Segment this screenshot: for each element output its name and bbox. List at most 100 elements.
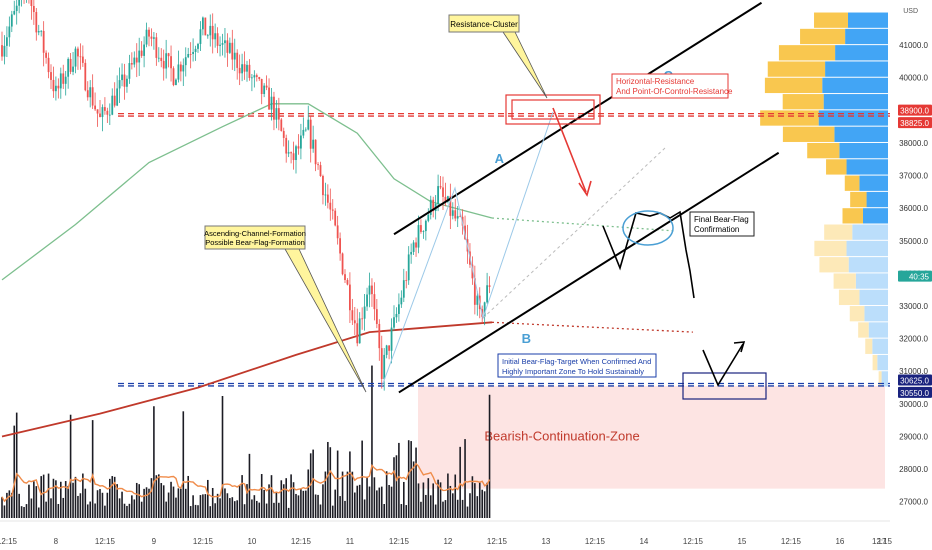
volume-bar — [101, 492, 104, 518]
candle-body — [451, 210, 454, 216]
volume-bar — [55, 480, 57, 518]
candle-body — [395, 313, 398, 318]
final-bear-flag-label: Final Bear-Flag — [694, 215, 749, 224]
volume-bar — [28, 484, 30, 518]
rebound-arrow — [702, 343, 744, 387]
volume-bar — [469, 493, 471, 518]
candle-body — [228, 42, 231, 53]
price-tick-label: 29000.0 — [899, 432, 928, 441]
time-tick-label: 10 — [247, 537, 256, 546]
volume-bar — [219, 498, 221, 518]
volume-bar — [429, 495, 432, 518]
volume-bar — [412, 461, 415, 518]
price-tick-label: 30000.0 — [899, 400, 928, 409]
candle-body — [138, 50, 141, 63]
time-tick-label: 12:15 — [585, 537, 606, 546]
volume-bar — [236, 500, 238, 518]
candle-body — [113, 95, 116, 106]
candle-body — [69, 58, 72, 72]
candle-body — [373, 294, 376, 310]
price-badge-40:35[interactable] — [898, 270, 932, 282]
candle-body — [285, 137, 288, 154]
profile-buy-bar — [868, 322, 888, 338]
time-tick-label: 17 — [878, 537, 887, 546]
volume-bar — [317, 494, 319, 518]
price-badge-38900.0[interactable] — [898, 104, 932, 116]
candle-body — [94, 105, 96, 110]
candle-body — [192, 51, 194, 55]
volume-bar — [376, 490, 378, 518]
time-tick-label: 14 — [639, 537, 648, 546]
volume-bar — [91, 420, 94, 518]
candle-body — [366, 294, 368, 307]
time-axis[interactable]: 12:15 8 12:15 9 12:15 10 12:15 11 12:15 12 12:15 13… — [0, 520, 893, 546]
volume-bar — [47, 473, 50, 518]
profile-sell-bar — [833, 273, 856, 289]
volume-bar — [106, 492, 109, 518]
volume-bar — [123, 503, 126, 518]
price-badge-label: 30625.0 — [900, 376, 929, 385]
candle-body — [331, 209, 334, 211]
candle-body — [55, 85, 57, 92]
price-axis[interactable]: USD 27000.0 28000.0 29000.0 30000.0 31000.0 32… — [892, 0, 932, 550]
candle-body — [358, 318, 361, 344]
candle-body — [243, 64, 246, 72]
horizontal-resistance-label: Horizontal-Resistance — [616, 77, 695, 86]
candle-body — [412, 242, 415, 252]
volume-bar — [483, 491, 486, 518]
confirmation-label: Confirmation — [694, 225, 739, 234]
resistance-cluster-pointer — [502, 31, 548, 99]
volume-bar — [207, 479, 209, 518]
candle-body — [390, 327, 393, 351]
volume-bar — [368, 486, 371, 518]
candle-body — [64, 76, 67, 84]
volume-bar — [302, 490, 305, 518]
volume-bar — [82, 473, 84, 518]
volume-bar — [380, 486, 383, 518]
candle-body — [197, 43, 199, 49]
bear-flag-ellipse[interactable] — [622, 210, 674, 246]
profile-sell-bar — [838, 289, 860, 306]
trend-drawings[interactable]: ABC — [381, 1, 780, 400]
volume-bar — [486, 482, 488, 518]
candle-body — [246, 64, 248, 72]
candle-body — [314, 139, 317, 165]
volume-bar — [50, 498, 52, 518]
candle-body — [91, 87, 94, 106]
time-tick-label: 12:15 — [872, 537, 893, 546]
channel-lower-line[interactable] — [398, 151, 780, 394]
price-tick-label: 41000.0 — [899, 41, 928, 50]
volume-bar — [214, 503, 216, 518]
candle-body — [361, 318, 364, 320]
candle-body — [385, 345, 388, 355]
volume-bar — [371, 365, 373, 518]
volume-bar — [476, 496, 479, 518]
profile-buy-bar — [834, 126, 888, 142]
volume-bar — [314, 494, 317, 518]
candle-body — [62, 73, 65, 84]
candle-body — [221, 43, 224, 45]
wave-marker-A: A — [495, 151, 505, 166]
volume-bar — [145, 487, 148, 518]
moving-average-fast — [1, 103, 493, 281]
volume-bar — [1, 496, 3, 518]
volume-bar — [231, 497, 234, 518]
price-badge-38825.0[interactable] — [898, 117, 932, 129]
resistance-box[interactable] — [505, 94, 601, 125]
candle-body — [133, 57, 136, 65]
volume-bar — [99, 489, 101, 518]
price-badge-label: 30550.0 — [900, 389, 929, 398]
candle-body — [265, 85, 268, 88]
profile-sell-bar — [858, 322, 869, 338]
volume-bar — [331, 505, 334, 518]
candle-body — [15, 5, 18, 12]
price-badge-30550.0[interactable] — [898, 386, 932, 398]
candle-body — [339, 238, 341, 254]
candle-body — [326, 194, 329, 203]
price-badge-30625.0[interactable] — [898, 374, 932, 386]
volume-bar — [324, 471, 327, 518]
time-tick-label: 12:15 — [95, 537, 116, 546]
volume-bar — [226, 493, 229, 518]
price-badge-label: 38825.0 — [900, 119, 929, 128]
